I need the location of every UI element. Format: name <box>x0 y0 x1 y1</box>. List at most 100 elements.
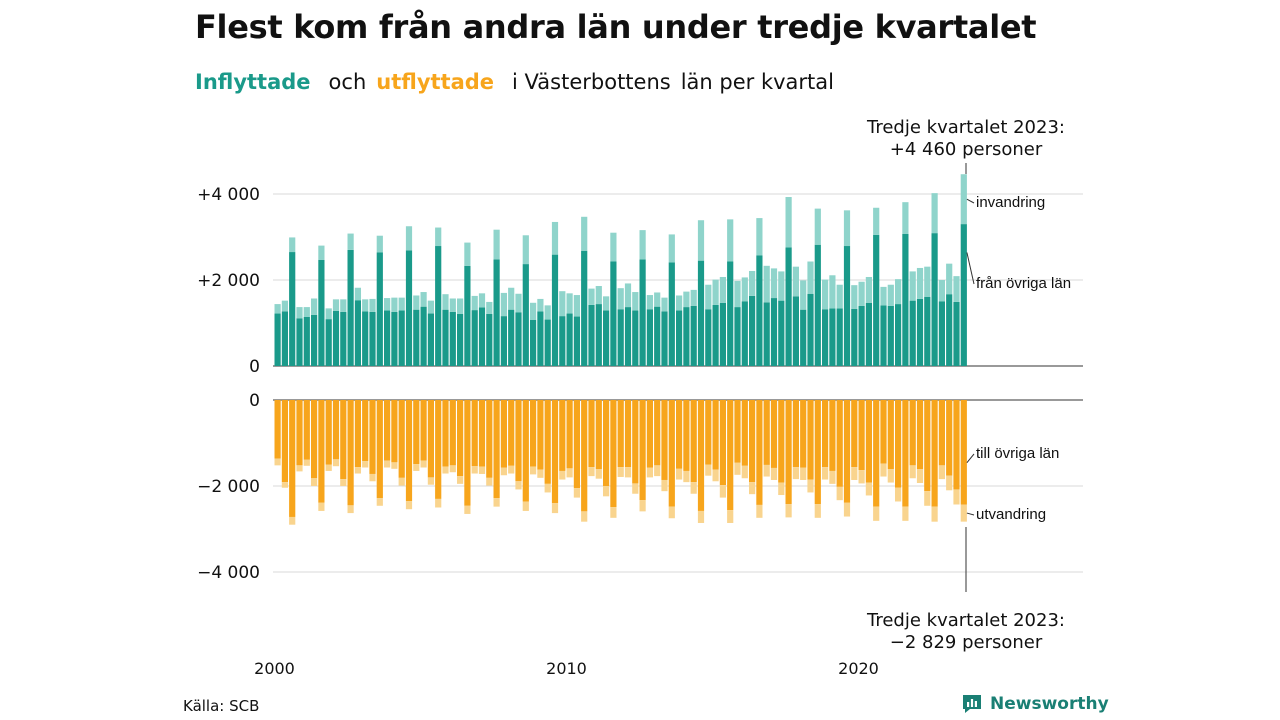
bar-fran-ovriga-lan <box>376 252 383 366</box>
bar-till-ovriga-lan <box>836 400 843 487</box>
label-fran-ovriga-lan: från övriga län <box>976 275 1071 292</box>
label-till-ovriga-lan: till övriga län <box>976 445 1059 462</box>
bar-invandring <box>741 277 748 302</box>
bar-till-ovriga-lan <box>318 400 325 503</box>
bar-till-ovriga-lan <box>427 400 434 478</box>
bar-fran-ovriga-lan <box>493 259 500 366</box>
bar-till-ovriga-lan <box>873 400 880 507</box>
bar-invandring <box>508 287 515 310</box>
bar-till-ovriga-lan <box>697 400 705 511</box>
bar-till-ovriga-lan <box>800 400 807 468</box>
bar-till-ovriga-lan <box>581 400 588 512</box>
bar-utvandring <box>515 481 522 490</box>
bar-till-ovriga-lan <box>442 400 449 467</box>
bar-fran-ovriga-lan <box>843 246 851 366</box>
bar-till-ovriga-lan <box>537 400 544 470</box>
bar-till-ovriga-lan <box>946 400 953 476</box>
bar-utvandring <box>668 506 675 519</box>
bar-invandring <box>493 229 500 260</box>
bar-invandring <box>873 207 880 235</box>
annotations: Tredje kvartalet 2023: +4 460 personer i… <box>866 117 1071 653</box>
bar-invandring <box>391 297 398 312</box>
x-tick-2000: 2000 <box>254 659 295 678</box>
bar-till-ovriga-lan <box>362 400 369 462</box>
bar-utvandring <box>770 467 778 480</box>
bar-utvandring <box>632 483 639 494</box>
bar-utvandring <box>281 482 288 488</box>
bar-invandring <box>734 280 741 308</box>
bar-fran-ovriga-lan <box>457 313 464 366</box>
bar-fran-ovriga-lan <box>486 313 493 366</box>
bar-till-ovriga-lan <box>617 400 624 468</box>
bar-invandring <box>617 288 624 310</box>
bar-utvandring <box>537 469 544 478</box>
bar-invandring <box>435 227 442 247</box>
bar-fran-ovriga-lan <box>420 306 427 366</box>
bar-till-ovriga-lan <box>683 400 690 471</box>
bar-fran-ovriga-lan <box>960 224 967 366</box>
bar-utvandring <box>800 467 807 480</box>
bar-till-ovriga-lan <box>953 400 960 490</box>
bar-invandring <box>624 283 632 308</box>
bar-utvandring <box>697 510 705 523</box>
bar-invandring <box>347 233 354 250</box>
bar-till-ovriga-lan <box>354 400 361 468</box>
bar-till-ovriga-lan <box>690 400 697 483</box>
bar-invandring <box>551 221 559 255</box>
bar-fran-ovriga-lan <box>610 261 617 366</box>
bar-invandring <box>632 292 639 311</box>
bar-utvandring <box>610 507 617 518</box>
bar-invandring <box>676 295 683 311</box>
bar-till-ovriga-lan <box>807 400 814 480</box>
bar-utvandring <box>471 466 478 474</box>
bar-till-ovriga-lan <box>391 400 398 463</box>
bar-fran-ovriga-lan <box>274 313 281 366</box>
bar-fran-ovriga-lan <box>384 310 391 366</box>
subtitle-utflyttade: utflyttade <box>376 70 495 94</box>
bar-utvandring <box>289 516 296 525</box>
y-tick-bottom-0: 0 <box>249 391 260 411</box>
bar-invandring <box>442 294 449 310</box>
bar-utvandring <box>946 475 953 491</box>
bar-invandring <box>727 219 734 262</box>
bar-utvandring <box>274 458 281 466</box>
connector-invandring <box>966 198 975 204</box>
bar-fran-ovriga-lan <box>617 309 624 366</box>
bar-utvandring <box>405 501 413 510</box>
bar-invandring <box>690 289 697 306</box>
newsworthy-logo[interactable]: Newsworthy <box>960 692 1109 716</box>
bar-till-ovriga-lan <box>822 400 829 468</box>
bar-utvandring <box>960 504 967 522</box>
bar-utvandring <box>500 467 507 476</box>
label-invandring: invandring <box>976 194 1045 211</box>
bar-till-ovriga-lan <box>566 400 573 469</box>
bar-utvandring <box>369 473 376 482</box>
bar-utvandring <box>427 477 434 485</box>
bar-utvandring <box>435 498 442 508</box>
bar-fran-ovriga-lan <box>727 261 734 366</box>
bar-invandring <box>559 291 566 317</box>
bar-till-ovriga-lan <box>705 400 712 465</box>
bar-invandring <box>588 288 595 305</box>
bar-invandring <box>581 216 588 251</box>
bar-fran-ovriga-lan <box>661 311 668 366</box>
bar-utvandring <box>420 460 427 468</box>
bar-till-ovriga-lan <box>639 400 646 501</box>
bar-utvandring <box>544 483 551 493</box>
bar-invandring <box>814 208 821 245</box>
annotation-top-line1: Tredje kvartalet 2023: <box>866 117 1065 138</box>
bar-invandring <box>749 270 756 296</box>
bar-till-ovriga-lan <box>770 400 778 468</box>
bars-utflyttade <box>274 400 967 525</box>
bar-utvandring <box>566 468 573 478</box>
bar-till-ovriga-lan <box>478 400 486 467</box>
bar-till-ovriga-lan <box>887 400 894 470</box>
bar-till-ovriga-lan <box>420 400 427 461</box>
subtitle-region: i Västerbottens <box>512 70 671 94</box>
bar-utvandring <box>785 504 792 518</box>
bar-utvandring <box>807 479 814 493</box>
bar-invandring <box>289 237 296 253</box>
bar-till-ovriga-lan <box>588 400 595 468</box>
bar-fran-ovriga-lan <box>347 249 354 366</box>
bar-utvandring <box>851 467 858 480</box>
